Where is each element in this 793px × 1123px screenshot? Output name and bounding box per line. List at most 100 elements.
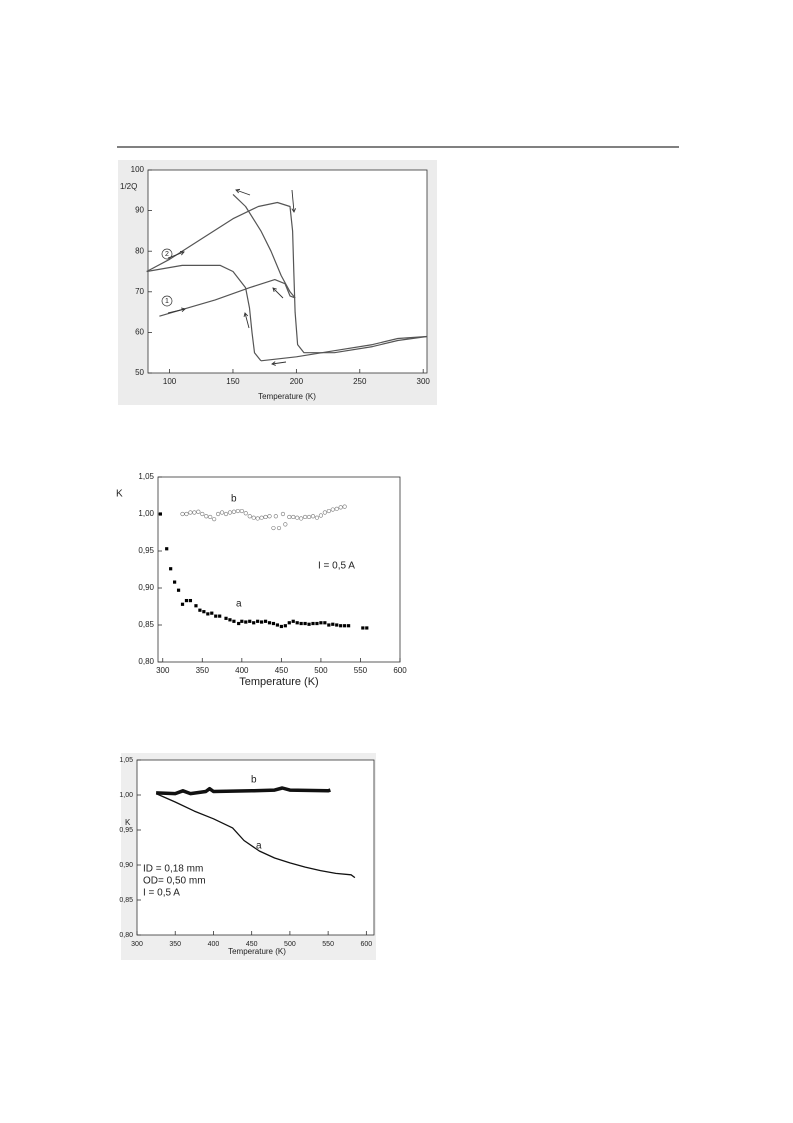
arrow-head bbox=[181, 307, 186, 313]
y-tick-label: 0,95 bbox=[138, 546, 154, 555]
y-tick-label: 0,80 bbox=[119, 932, 133, 939]
data-point bbox=[208, 514, 213, 520]
arrow bbox=[235, 189, 251, 196]
data-point bbox=[334, 506, 339, 511]
data-point bbox=[365, 626, 369, 630]
plot-area bbox=[157, 476, 401, 663]
y-tick-label: 1,00 bbox=[138, 509, 154, 518]
data-point bbox=[326, 508, 331, 514]
x-tick-label: 100 bbox=[163, 377, 177, 386]
x-tick-label: 150 bbox=[226, 377, 240, 386]
data-point bbox=[302, 514, 308, 520]
data-point bbox=[188, 598, 193, 603]
data-point bbox=[306, 514, 312, 520]
y-axis-label: K bbox=[116, 489, 123, 500]
data-point bbox=[192, 510, 197, 515]
data-point bbox=[235, 508, 240, 514]
x-tick-label: 500 bbox=[284, 941, 296, 948]
plot-area bbox=[147, 169, 428, 374]
x-tick-label: 550 bbox=[354, 666, 368, 675]
data-point bbox=[311, 621, 315, 626]
data-point bbox=[244, 620, 248, 624]
x-tick-label: 250 bbox=[353, 377, 367, 386]
data-point bbox=[252, 621, 256, 625]
x-axis-label: Temperature (K) bbox=[228, 947, 286, 956]
data-point bbox=[310, 514, 316, 519]
data-point bbox=[314, 515, 320, 520]
data-point bbox=[173, 580, 177, 584]
data-line bbox=[146, 264, 262, 362]
y-tick-label: 100 bbox=[131, 165, 145, 174]
x-tick-label: 300 bbox=[156, 666, 170, 675]
data-point bbox=[279, 624, 283, 629]
data-point bbox=[276, 525, 282, 531]
data-point bbox=[237, 621, 241, 626]
data-point bbox=[287, 514, 292, 520]
x-tick-label: 350 bbox=[196, 666, 210, 675]
data-point bbox=[224, 616, 228, 620]
x-tick-label: 600 bbox=[393, 666, 407, 675]
data-point bbox=[206, 612, 210, 616]
data-point bbox=[271, 525, 276, 531]
data-point bbox=[218, 614, 222, 618]
data-point bbox=[223, 511, 229, 517]
data-point bbox=[232, 619, 236, 623]
y-tick-label: 90 bbox=[135, 206, 144, 215]
data-point bbox=[256, 619, 260, 623]
data-point bbox=[335, 623, 339, 627]
annotation-circle bbox=[161, 295, 173, 307]
annotation-circle bbox=[161, 248, 173, 260]
data-point bbox=[275, 623, 280, 627]
data-point bbox=[299, 516, 304, 521]
data-point bbox=[291, 514, 296, 520]
data-point bbox=[346, 624, 351, 628]
arrow-head bbox=[291, 208, 297, 213]
data-point bbox=[198, 608, 202, 612]
x-tick-label: 400 bbox=[235, 666, 249, 675]
data-point bbox=[342, 504, 347, 509]
data-point bbox=[322, 510, 327, 515]
data-point bbox=[267, 621, 272, 625]
data-point bbox=[227, 510, 233, 515]
data-point bbox=[188, 510, 193, 515]
x-tick-label: 200 bbox=[290, 377, 304, 386]
y-tick-label: 1,00 bbox=[119, 792, 133, 799]
data-point bbox=[196, 509, 201, 514]
data-point bbox=[319, 621, 323, 625]
data-point bbox=[200, 511, 205, 517]
x-axis-label: Temperature (K) bbox=[239, 676, 318, 688]
data-point bbox=[212, 517, 217, 522]
data-point bbox=[243, 511, 248, 516]
data-point bbox=[165, 547, 169, 551]
data-line bbox=[156, 786, 331, 796]
data-point bbox=[202, 610, 206, 614]
y-tick-label: 0,80 bbox=[138, 657, 154, 666]
arrow bbox=[271, 361, 287, 365]
data-point bbox=[327, 623, 331, 627]
y-tick-label: 0,90 bbox=[119, 862, 133, 869]
x-tick-label: 500 bbox=[314, 666, 328, 675]
data-line bbox=[232, 193, 296, 299]
data-point bbox=[231, 509, 237, 514]
data-point bbox=[318, 513, 324, 518]
arrow-head bbox=[179, 250, 185, 256]
data-point bbox=[295, 515, 300, 520]
annotation: a bbox=[256, 841, 262, 852]
annotation: b bbox=[231, 494, 237, 505]
data-line bbox=[155, 793, 356, 879]
x-tick-label: 350 bbox=[169, 941, 181, 948]
arrow bbox=[272, 287, 284, 299]
arrow-head bbox=[271, 361, 276, 366]
data-point bbox=[176, 588, 181, 592]
x-axis-label: Temperature (K) bbox=[258, 392, 316, 401]
arrow-head bbox=[243, 312, 249, 317]
data-point bbox=[303, 621, 307, 626]
arrow bbox=[291, 189, 295, 213]
data-point bbox=[219, 510, 225, 515]
data-point bbox=[273, 514, 278, 519]
data-point bbox=[307, 622, 311, 626]
data-point bbox=[280, 511, 286, 517]
data-point bbox=[216, 511, 221, 517]
data-point bbox=[184, 511, 189, 517]
